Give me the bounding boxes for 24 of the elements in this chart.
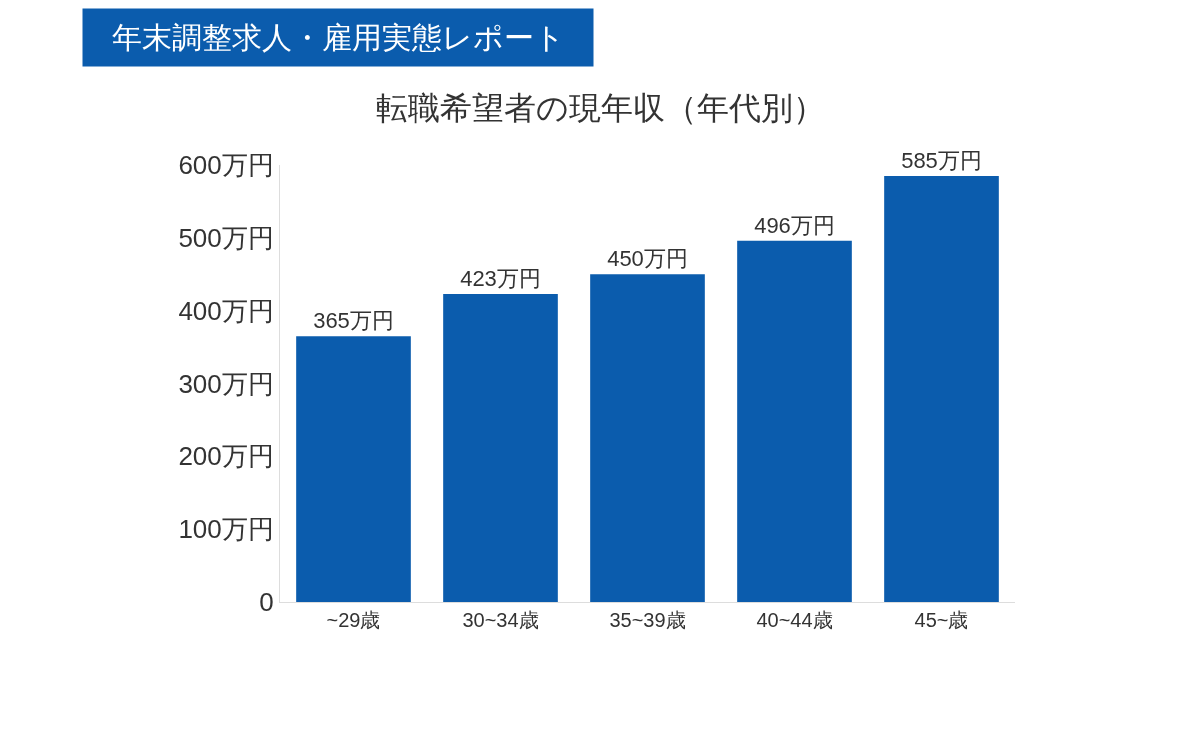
data-label: 585万円 xyxy=(901,147,982,173)
y-tick-label: 500万円 xyxy=(178,222,274,253)
bar xyxy=(443,293,558,602)
y-tick-label: 100万円 xyxy=(178,514,274,545)
x-tick-label: 45~歳 xyxy=(914,609,969,631)
chart-title: 転職希望者の現年収（年代別） xyxy=(375,89,825,126)
text: 年末調整求人・雇用実態レポート xyxy=(95,21,582,54)
bar xyxy=(590,274,705,602)
y-tick-label: 200万円 xyxy=(178,441,274,472)
y-tick-label: 400万円 xyxy=(178,295,274,326)
data-label: 496万円 xyxy=(754,212,835,238)
bar xyxy=(884,175,999,602)
data-label: 450万円 xyxy=(607,246,688,272)
bar xyxy=(737,240,852,602)
x-tick-label: 30~34歳 xyxy=(462,609,539,631)
x-tick-label: 35~39歳 xyxy=(609,609,686,631)
x-tick-label: 40~44歳 xyxy=(756,609,833,631)
bar xyxy=(296,336,411,602)
data-label: 423万円 xyxy=(460,265,541,291)
y-tick-label: 300万円 xyxy=(178,368,274,399)
data-label: 365万円 xyxy=(313,308,394,334)
y-tick-label: 0 xyxy=(259,587,274,618)
y-tick-label: 600万円 xyxy=(178,150,274,181)
x-tick-label: ~29歳 xyxy=(326,609,381,631)
